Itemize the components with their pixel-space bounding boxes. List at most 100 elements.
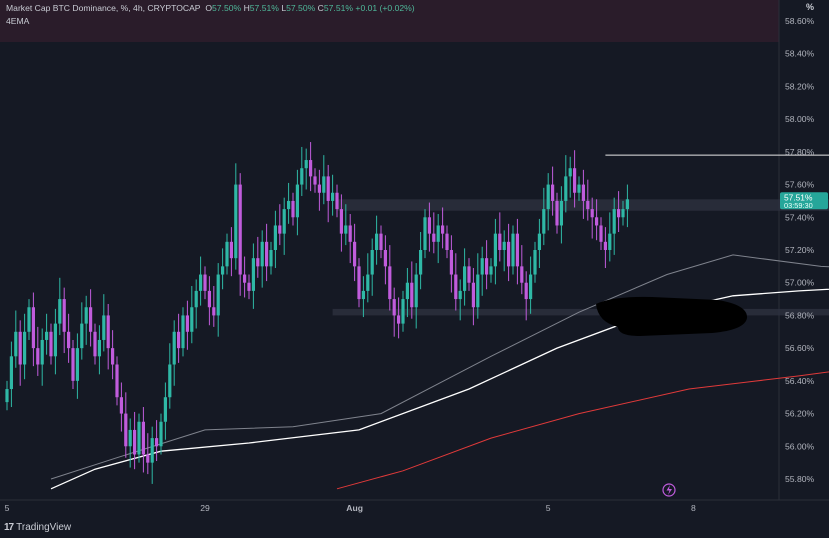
candle-body [577, 184, 581, 193]
zone-support-band [332, 308, 829, 316]
candle-body [31, 307, 35, 349]
candle-body [265, 241, 269, 267]
candle-body [335, 192, 339, 210]
candle-body [353, 241, 357, 267]
candle-body [71, 348, 75, 381]
candle-body [111, 348, 115, 365]
candle-body [40, 339, 44, 365]
candle-body [489, 266, 493, 275]
candle-body [128, 429, 132, 447]
candle-body [586, 200, 590, 210]
candle-body [89, 307, 93, 332]
candle-body [58, 299, 62, 324]
candle-body [471, 282, 475, 308]
candle-body [168, 364, 172, 398]
candle-body [159, 421, 163, 447]
candle-body [172, 331, 176, 365]
candle-body [608, 233, 612, 250]
candle-body [564, 176, 568, 201]
candle-body [115, 364, 119, 398]
candle-body [291, 200, 295, 218]
candle-body [529, 274, 533, 300]
candle-body [295, 184, 299, 218]
candle-body [621, 209, 625, 218]
brand-label: TradingView [16, 522, 72, 533]
open-label: O [205, 3, 213, 13]
candle-body [119, 397, 123, 414]
candle-body [238, 184, 242, 275]
candle-body [414, 274, 418, 308]
candle-body [313, 176, 317, 185]
candle-body [485, 258, 489, 275]
candle-body [551, 184, 555, 201]
candle-body [361, 290, 365, 300]
candle-body [392, 299, 396, 316]
candle-body [194, 290, 198, 308]
candle-body [449, 250, 453, 275]
candle-body [463, 266, 467, 291]
candle-body [502, 241, 506, 250]
time-tick-label: 5 [546, 503, 551, 513]
candle-body [419, 250, 423, 275]
indicator-label[interactable]: 4EMA [6, 16, 30, 26]
candle-body [53, 323, 57, 357]
replay-lightning-icon[interactable] [662, 483, 676, 497]
candle-body [603, 241, 607, 250]
candle-body [533, 250, 537, 275]
candle-body [133, 429, 137, 455]
last-price-tag [780, 192, 828, 210]
time-tick-label: Aug [346, 503, 363, 513]
candle-body [520, 266, 524, 283]
close-label: C [317, 3, 324, 13]
price-tick-label: 58.40% [785, 49, 815, 59]
candle-body [36, 348, 40, 365]
candle-body [537, 233, 541, 250]
candle-body [507, 241, 511, 267]
candle-body [67, 331, 71, 349]
tradingview-brand[interactable]: 17 TradingView [4, 522, 71, 533]
price-tick-label: 55.80% [785, 474, 815, 484]
candle-body [229, 241, 233, 259]
price-tick-label: 56.60% [785, 343, 815, 353]
price-axis-unit[interactable]: % [805, 2, 814, 12]
ema-layer [50, 254, 829, 490]
candle-body [273, 225, 277, 250]
candle-body [146, 454, 150, 463]
ema-line [50, 288, 829, 490]
candle-body [27, 307, 31, 332]
candle-body [581, 184, 585, 201]
candle-body [287, 200, 291, 210]
candle-body [542, 209, 546, 234]
candle-body [454, 274, 458, 300]
price-axis-panel[interactable] [779, 0, 829, 500]
symbol-title[interactable]: Market Cap BTC Dominance, %, 4h, CRYPTOC… [6, 3, 201, 13]
price-tick-label: 56.80% [785, 310, 815, 320]
candle-body [102, 315, 106, 340]
candle-body [401, 299, 405, 324]
price-tick-label: 56.20% [785, 409, 815, 419]
high-label: H [243, 3, 250, 13]
low-label: L [281, 3, 287, 13]
candle-body [375, 233, 379, 250]
candle-body [278, 225, 282, 234]
price-tick-label: 57.40% [785, 212, 815, 222]
candle-body [207, 290, 211, 308]
price-tick-label: 58.00% [785, 114, 815, 124]
candle-body [339, 209, 343, 234]
candle-body [23, 331, 27, 365]
price-tick-label: 58.20% [785, 81, 815, 91]
candle-body [331, 192, 335, 201]
candle-body [405, 282, 409, 300]
time-tick-label: 5 [5, 503, 10, 513]
price-tick-label: 56.40% [785, 376, 815, 386]
change-value: +0.01 (+0.02%) [355, 3, 415, 13]
price-axis-labels: 58.60% 58.40% 58.20% 58.00% 57.80% 57.60% 57.4… [785, 16, 815, 484]
candle-body [493, 233, 497, 267]
candle-body [410, 282, 414, 308]
candle-body [49, 331, 53, 357]
ema-line [336, 371, 829, 490]
candle-body [498, 233, 502, 250]
candle-body [546, 184, 550, 210]
